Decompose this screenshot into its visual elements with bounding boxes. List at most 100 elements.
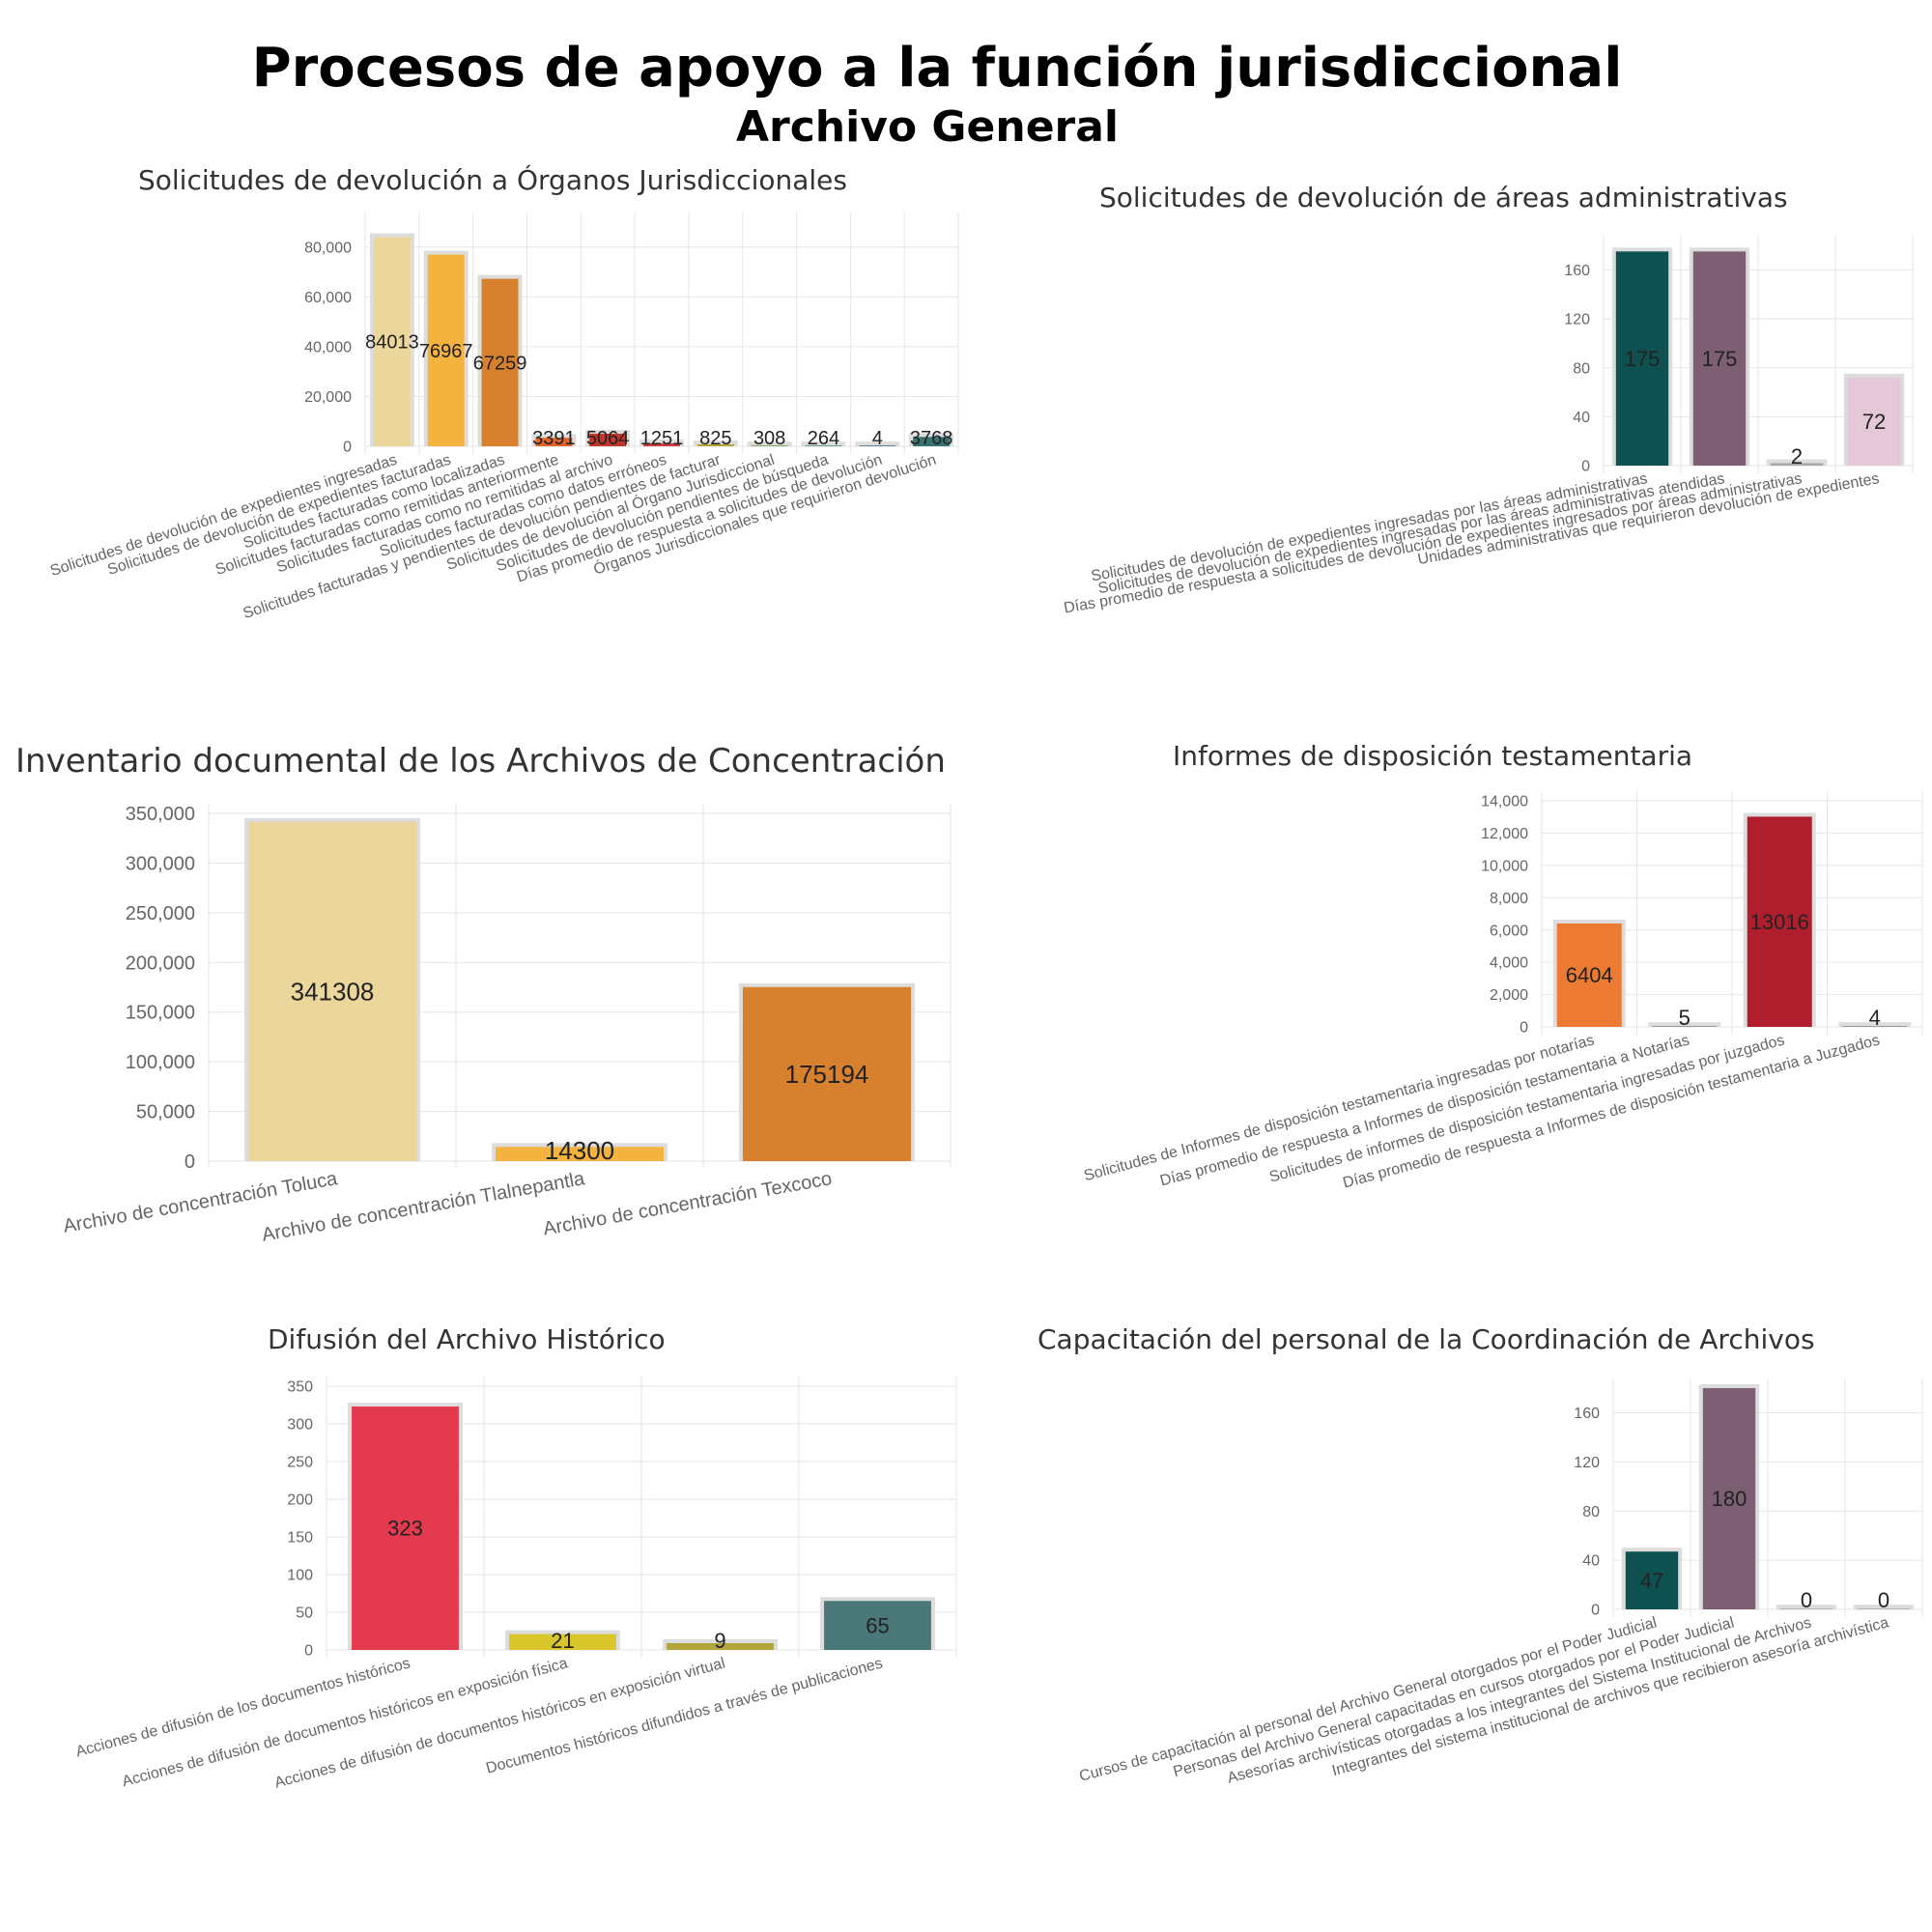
y-tick-label: 20,000 <box>304 389 352 406</box>
y-tick-label: 6,000 <box>1490 923 1528 939</box>
y-tick-label: 80 <box>1582 1504 1600 1520</box>
bar-value-label: 4 <box>1869 1006 1881 1030</box>
chart-title: Solicitudes de devolución a Órganos Juri… <box>138 164 847 196</box>
bar-value-label: 13016 <box>1750 910 1809 934</box>
y-tick-label: 120 <box>1574 1455 1600 1471</box>
bar <box>509 1634 616 1650</box>
y-tick-label: 80,000 <box>304 240 352 256</box>
y-tick-label: 40,000 <box>304 339 352 355</box>
y-tick-label: 0 <box>343 440 352 456</box>
y-tick-label: 0 <box>304 1643 313 1660</box>
y-tick-label: 0 <box>1591 1603 1600 1619</box>
bar <box>1770 463 1824 466</box>
chart-disposicion-testamentaria: Informes de disposición testamentaria 0 2… <box>966 734 1932 1275</box>
y-tick-label: 250,000 <box>126 903 195 924</box>
bar-outline <box>693 440 738 446</box>
bar <box>667 1642 774 1650</box>
bar-value-label: 76967 <box>419 341 473 362</box>
y-tick-label: 200,000 <box>126 952 195 974</box>
bar-value-label: 4 <box>872 428 883 449</box>
bar-value-label: 323 <box>387 1517 423 1541</box>
chart-svg: 020,00040,00060,00080,00084013Solicitude… <box>48 213 959 622</box>
bar-value-label: 180 <box>1712 1487 1747 1511</box>
bar <box>373 237 411 446</box>
bar-value-label: 175194 <box>785 1060 869 1089</box>
chart-title: Informes de disposición testamentaria <box>1173 740 1693 772</box>
y-tick-label: 4,000 <box>1490 955 1528 972</box>
bar <box>742 986 912 1161</box>
bar-outline <box>1776 1605 1837 1609</box>
bar-value-label: 341308 <box>291 978 375 1007</box>
y-tick-label: 0 <box>1581 459 1590 475</box>
bar <box>824 1601 931 1650</box>
bar-value-label: 5 <box>1679 1006 1690 1030</box>
y-tick-label: 0 <box>185 1151 195 1173</box>
bar <box>1842 1026 1908 1027</box>
chart-capacitacion-personal: Capacitación del personal de la Coordina… <box>966 1314 1932 1855</box>
y-tick-label: 150,000 <box>126 1003 195 1024</box>
bar-value-label: 65 <box>866 1613 889 1637</box>
bar <box>1857 1608 1911 1609</box>
bar-outline <box>801 441 846 446</box>
bar <box>1847 377 1901 466</box>
bar <box>589 433 627 446</box>
y-tick-label: 0 <box>1520 1020 1528 1037</box>
x-category-label: Personas del Archivo General capacitadas… <box>1172 1614 1736 1780</box>
bar-outline <box>1853 1605 1915 1609</box>
bar <box>805 445 842 446</box>
y-tick-label: 350,000 <box>126 804 195 825</box>
chart-title: Inventario documental de los Archivos de… <box>15 742 946 781</box>
y-tick-label: 60,000 <box>304 290 352 306</box>
bar-value-label: 14300 <box>545 1136 614 1165</box>
y-tick-label: 8,000 <box>1490 891 1528 907</box>
chart-title: Capacitación del personal de la Coordina… <box>1037 1323 1815 1355</box>
bar <box>1652 1026 1718 1027</box>
y-tick-label: 40 <box>1582 1553 1600 1570</box>
bar <box>859 445 896 446</box>
bar-value-label: 5064 <box>586 428 630 449</box>
bar <box>1615 251 1669 466</box>
y-tick-label: 100,000 <box>126 1052 195 1073</box>
bar-value-label: 3391 <box>532 428 576 449</box>
y-tick-label: 300 <box>287 1417 313 1434</box>
bar-value-label: 175 <box>1625 347 1661 371</box>
bar-outline <box>1648 1022 1721 1027</box>
grid-lines <box>1541 791 1923 1035</box>
bar-value-label: 0 <box>1801 1588 1812 1612</box>
y-tick-label: 160 <box>1574 1406 1600 1422</box>
bar-outline <box>747 441 792 446</box>
y-tick-label: 100 <box>287 1568 313 1584</box>
bar <box>495 1147 665 1161</box>
bar-value-label: 72 <box>1862 410 1886 434</box>
chart-inventario-documental: Inventario documental de los Archivos de… <box>0 734 966 1275</box>
y-tick-label: 200 <box>287 1492 313 1509</box>
page-title: Procesos de apoyo a la función jurisdicc… <box>251 37 1623 99</box>
page-subtitle: Archivo General <box>735 102 1120 152</box>
x-category-label: Días promedio de respuesta a solicitudes… <box>1063 470 1804 616</box>
bar <box>913 437 951 446</box>
chart-title: Difusión del Archivo Histórico <box>268 1323 666 1355</box>
y-tick-label: 350 <box>287 1379 313 1396</box>
bar <box>352 1406 459 1650</box>
y-tick-label: 10,000 <box>1481 858 1528 874</box>
bar <box>1702 1388 1756 1609</box>
chart-svg: 0 50,000 100,000 150,000 200,000 250,000 300,0… <box>62 804 952 1246</box>
chart-difusion-archivo-historico: Difusión del Archivo Histórico 0 50 100 150… <box>0 1314 957 1855</box>
bar-value-label: 0 <box>1878 1588 1889 1612</box>
bar-value-label: 825 <box>699 428 731 449</box>
bar-value-label: 1251 <box>640 428 684 449</box>
bar <box>1625 1551 1679 1609</box>
chart-areas-administrativas: Solicitudes de devolución de áreas admin… <box>966 174 1932 715</box>
bar <box>751 445 788 446</box>
bar-value-label: 47 <box>1640 1569 1663 1593</box>
bar-value-label: 6404 <box>1566 963 1613 987</box>
bar <box>535 438 573 446</box>
y-tick-label: 50,000 <box>136 1102 195 1123</box>
x-category-label: Asesorías archivísticas otorgadas a los … <box>1226 1614 1813 1786</box>
bar-value-label: 9 <box>714 1629 725 1653</box>
bar <box>427 254 465 446</box>
y-tick-label: 300,000 <box>126 853 195 874</box>
bar-outline <box>639 439 684 446</box>
